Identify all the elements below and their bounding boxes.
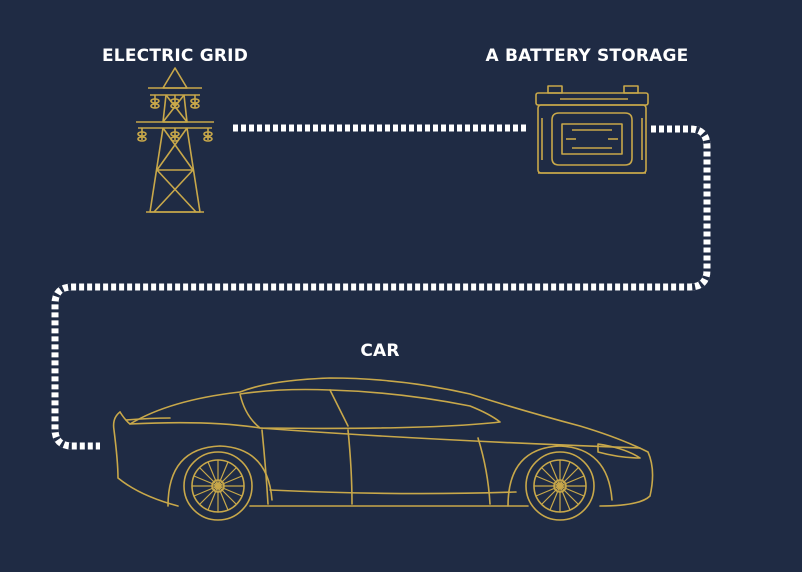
sports-car-icon	[112, 377, 654, 521]
power-pylon-icon	[136, 67, 214, 213]
battery-storage-label: A BATTERY STORAGE	[485, 46, 689, 66]
cable-battery-to-car	[51, 125, 711, 450]
electric-grid-label: ELECTRIC GRID	[101, 46, 249, 66]
car-label: CAR	[360, 341, 400, 361]
car-battery-icon	[535, 85, 649, 174]
